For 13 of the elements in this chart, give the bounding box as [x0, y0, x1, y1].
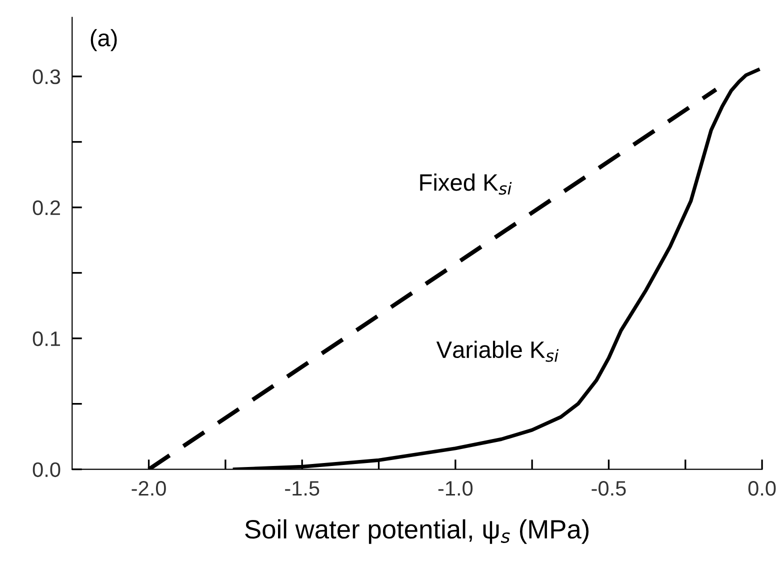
y-tick-label: 0.0 [32, 462, 60, 478]
annotation: Fixed K$_{si}$ [420, 174, 512, 195]
y-tick-label: 0.2 [32, 200, 60, 216]
x-tick-label: 0.0 [748, 480, 776, 496]
annotation: (a) [90, 29, 117, 52]
x-tick-label: -0.5 [592, 480, 626, 496]
y-tick-label: 0.3 [32, 69, 60, 84]
x-tick-label: -2.0 [132, 480, 166, 496]
x-tick-label: -1.0 [438, 480, 473, 496]
y-tick-label: 0.1 [32, 331, 60, 346]
annotation: Variable K$_{si}$ [436, 340, 559, 362]
x-axis-title: Soil water potential, ψ$_{s}$ (MPa) [245, 519, 589, 544]
x-tick-label: -1.5 [285, 481, 320, 496]
